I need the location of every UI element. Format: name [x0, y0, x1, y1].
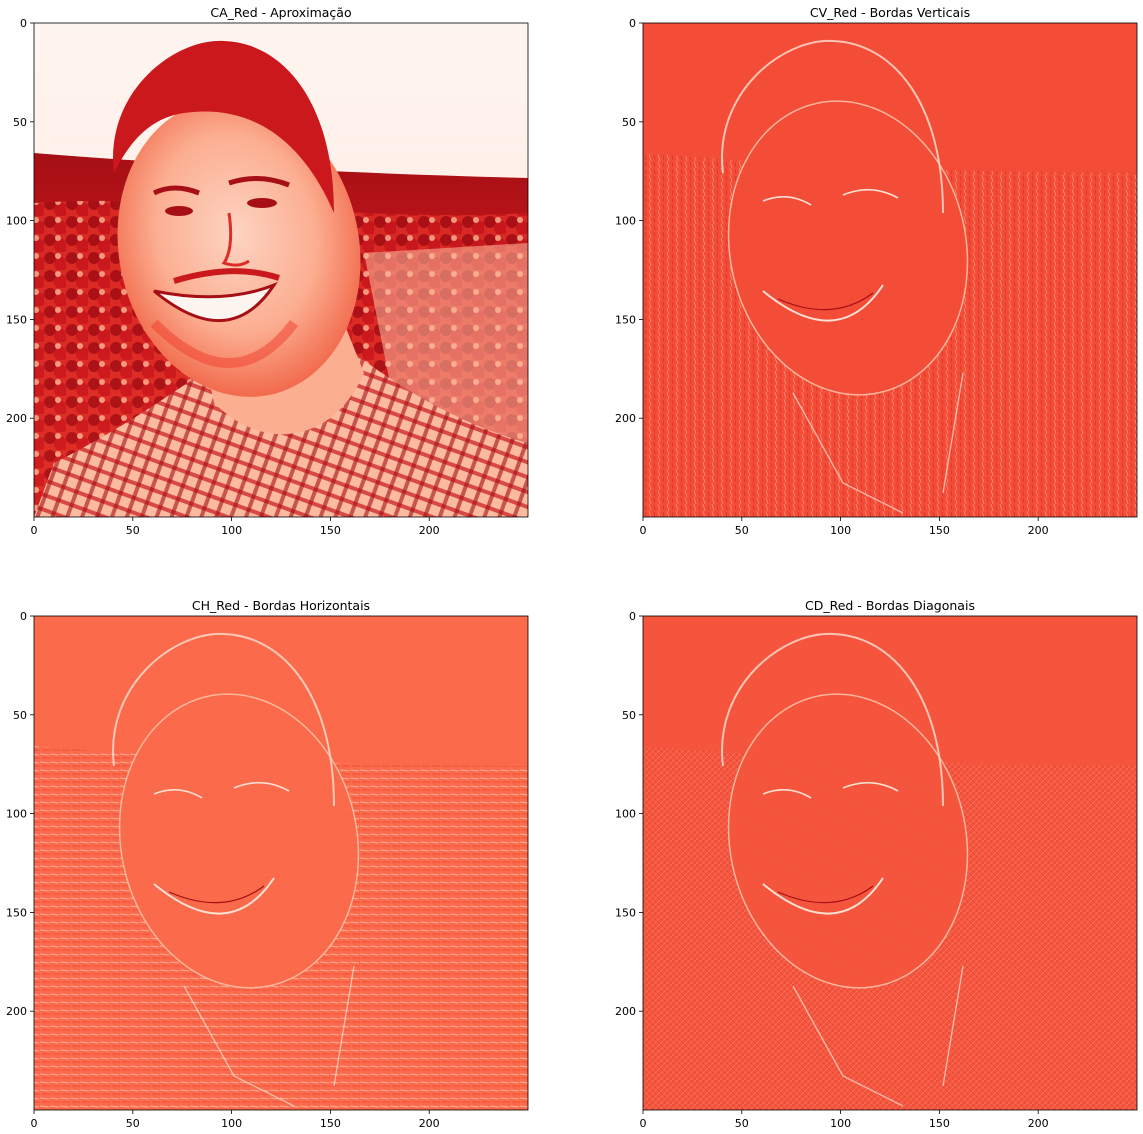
heatmap-image-0 [34, 23, 528, 517]
y-tick-label-2-2: 100 [6, 808, 27, 821]
heatmap-image-2 [34, 616, 528, 1110]
x-tick-label-0-1: 50 [126, 524, 140, 537]
x-tick-label-2-2: 100 [221, 1117, 242, 1130]
y-tick-label-0-4: 200 [6, 412, 27, 425]
x-tick-label-3-2: 100 [830, 1117, 851, 1130]
subplot-1: 0 50 100 150 200 0 50 100 150 200 CV_Red - Bordas … [615, 5, 1137, 537]
y-tick-label-1-3: 150 [615, 313, 636, 326]
ca-left-eye [165, 206, 193, 216]
x-tick-label-1-4: 200 [1028, 524, 1049, 537]
y-tick-label-3-0: 0 [629, 610, 636, 623]
x-tick-label-3-4: 200 [1028, 1117, 1049, 1130]
panel-title-1: CV_Red - Bordas Verticais [810, 5, 970, 20]
x-tick-label-1-3: 150 [929, 524, 950, 537]
x-tick-label-0-3: 150 [320, 524, 341, 537]
y-tick-label-1-1: 50 [622, 116, 636, 129]
x-tick-label-3-3: 150 [929, 1117, 950, 1130]
y-tick-label-3-2: 100 [615, 808, 636, 821]
subplot-3: 0 50 100 150 200 0 50 100 150 200 CD_Red - Bordas … [615, 598, 1137, 1130]
y-tick-label-2-1: 50 [13, 709, 27, 722]
y-tick-label-2-3: 150 [6, 906, 27, 919]
panel-title-3: CD_Red - Bordas Diagonais [805, 598, 975, 613]
y-tick-label-1-2: 100 [615, 215, 636, 228]
y-tick-label-0-3: 150 [6, 313, 27, 326]
x-tick-label-2-3: 150 [320, 1117, 341, 1130]
y-tick-label-0-1: 50 [13, 116, 27, 129]
y-tick-label-3-4: 200 [615, 1005, 636, 1018]
x-tick-label-1-0: 0 [640, 524, 647, 537]
x-tick-label-2-0: 0 [31, 1117, 38, 1130]
x-tick-label-0-2: 100 [221, 524, 242, 537]
subplot-2: 0 50 100 150 200 0 50 100 150 200 CH_Red - Bordas … [6, 598, 528, 1130]
x-tick-label-3-1: 50 [735, 1117, 749, 1130]
x-tick-label-0-4: 200 [419, 524, 440, 537]
heatmap-image-1 [643, 23, 1137, 517]
panel-title-2: CH_Red - Bordas Horizontais [192, 598, 370, 613]
x-tick-label-1-1: 50 [735, 524, 749, 537]
heatmap-image-3 [643, 616, 1137, 1110]
y-tick-label-2-0: 0 [20, 610, 27, 623]
y-tick-label-1-4: 200 [615, 412, 636, 425]
y-tick-label-3-3: 150 [615, 906, 636, 919]
panel-title-0: CA_Red - Aproximação [210, 5, 351, 20]
y-tick-label-0-0: 0 [20, 17, 27, 30]
subplot-0: 0 50 100 150 200 0 50 100 150 200 CA_Red - Aproxim… [6, 5, 528, 537]
x-tick-label-3-0: 0 [640, 1117, 647, 1130]
y-tick-label-3-1: 50 [622, 709, 636, 722]
x-tick-label-2-4: 200 [419, 1117, 440, 1130]
x-tick-label-2-1: 50 [126, 1117, 140, 1130]
y-tick-label-1-0: 0 [629, 17, 636, 30]
ca-right-eye [247, 198, 277, 208]
x-tick-label-1-2: 100 [830, 524, 851, 537]
y-tick-label-2-4: 200 [6, 1005, 27, 1018]
y-tick-label-0-2: 100 [6, 215, 27, 228]
x-tick-label-0-0: 0 [31, 524, 38, 537]
